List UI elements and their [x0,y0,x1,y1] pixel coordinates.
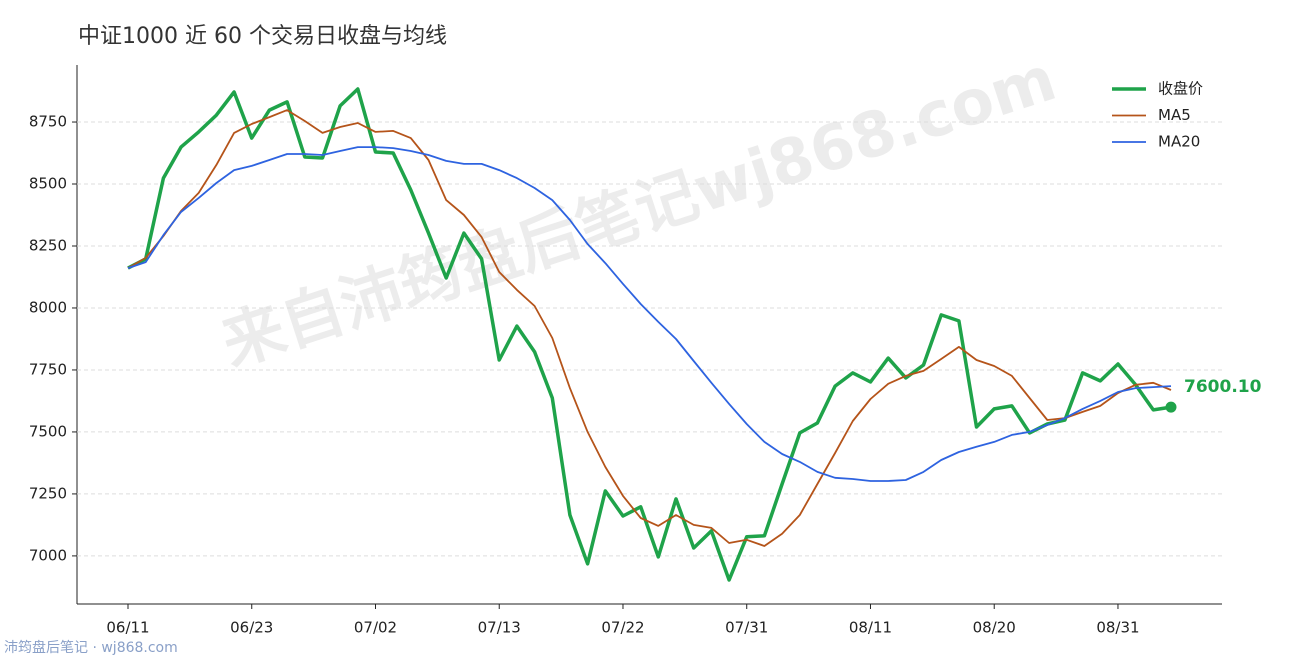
chart-title: 中证1000 近 60 个交易日收盘与均线 [78,24,447,49]
y-tick-label: 8000 [29,298,67,316]
x-tick-label: 06/23 [230,619,273,637]
value-label: 7600.10 [1184,377,1262,397]
y-tick-label: 8250 [29,236,67,254]
x-tick-label: 07/22 [601,619,644,637]
legend-label: 收盘价 [1158,80,1203,98]
x-tick-label: 07/31 [725,619,768,637]
y-tick-label: 7000 [29,546,67,564]
x-tick-label: 08/20 [973,619,1016,637]
series-line [127,87,1172,582]
x-tick-label: 07/02 [354,619,397,637]
y-tick-label: 7750 [29,360,67,378]
series-line [127,146,1172,482]
legend-label: MA5 [1158,106,1191,124]
last-point [1165,401,1177,413]
series-line [127,109,1172,547]
y-tick-label: 7500 [29,422,67,440]
x-tick-label: 08/31 [1096,619,1139,637]
x-tick-label: 06/11 [106,619,149,637]
footer: 沛筠盘后笔记 · wj868.com [4,639,178,656]
x-tick-label: 08/11 [849,619,892,637]
x-tick-label: 07/13 [478,619,521,637]
y-tick-label: 8750 [29,113,67,131]
y-tick-label: 7250 [29,484,67,502]
y-tick-label: 8500 [29,175,67,193]
legend-label: MA20 [1158,133,1200,151]
